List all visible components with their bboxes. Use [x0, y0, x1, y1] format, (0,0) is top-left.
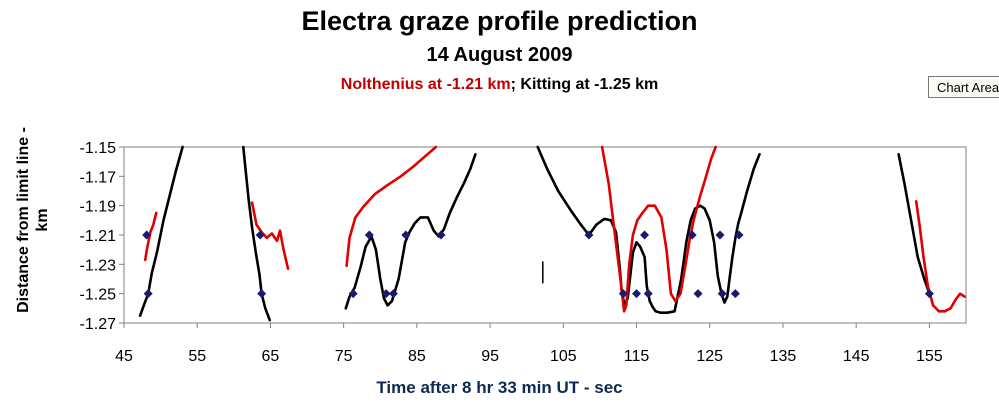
black-profile-line-1: [242, 145, 272, 322]
observers-line: Nolthenius at -1.21 km; Kitting at -1.25…: [0, 76, 999, 94]
y-tick-label: -1.19: [80, 199, 117, 216]
data-point-marker: [381, 289, 391, 299]
x-tick-label: 85: [408, 348, 426, 365]
x-tick-label: 75: [335, 348, 353, 365]
data-point-marker: [693, 289, 703, 299]
data-point-marker: [364, 230, 374, 240]
x-tick-label: 55: [188, 348, 206, 365]
y-tick-label: -1.15: [80, 140, 117, 157]
y-tick-label: -1.27: [80, 316, 117, 333]
data-point-marker: [436, 230, 446, 240]
chart-title: Electra graze profile prediction: [301, 6, 698, 36]
black-profile-line-2: [344, 153, 477, 310]
black-profile-line-0: [138, 145, 184, 318]
data-point-marker: [687, 230, 697, 240]
data-point-marker: [257, 289, 267, 299]
data-point-marker: [584, 230, 594, 240]
red-profile-line-8: [600, 145, 717, 313]
y-tick-label: -1.23: [80, 257, 117, 274]
x-tick-label: 135: [770, 348, 797, 365]
y-tick-label: -1.21: [80, 228, 117, 245]
data-point-marker: [640, 230, 650, 240]
black-profile-line-3: [536, 145, 761, 315]
data-point-marker: [348, 289, 358, 299]
x-tick-label: 155: [916, 348, 943, 365]
data-point-marker: [717, 289, 727, 299]
y-tick-label: -1.25: [80, 287, 117, 304]
data-point-marker: [618, 289, 628, 299]
chart-subtitle: 14 August 2009: [426, 44, 573, 66]
data-point-marker: [142, 230, 152, 240]
red-profile-line-5: [143, 211, 158, 262]
data-point-marker: [401, 230, 411, 240]
x-axis-label: Time after 8 hr 33 min UT - sec: [376, 378, 623, 397]
red-profile-line-7: [345, 145, 438, 268]
data-point-marker: [388, 289, 398, 299]
data-point-marker: [143, 289, 153, 299]
observer-kitting: Kitting at -1.25 km: [520, 76, 659, 93]
x-tick-label: 45: [115, 348, 133, 365]
black-profile-line-4: [897, 153, 931, 296]
plot-area: [123, 146, 967, 324]
x-tick-label: 65: [262, 348, 280, 365]
data-point-marker: [643, 289, 653, 299]
chart-area-button[interactable]: Chart Area: [928, 76, 999, 98]
observer-nolthenius: Nolthenius at -1.21 km: [340, 76, 511, 93]
red-profile-line-9: [914, 200, 966, 313]
x-tick-label: 115: [624, 348, 650, 365]
x-tick-label: 125: [696, 348, 723, 365]
x-tick-label: 95: [481, 348, 499, 365]
data-point-marker: [715, 230, 725, 240]
data-point-marker: [924, 289, 934, 299]
observer-separator: ;: [510, 76, 521, 93]
data-point-marker: [734, 230, 744, 240]
data-point-marker: [255, 230, 265, 240]
data-point-marker: [632, 289, 642, 299]
x-tick-label: 105: [550, 348, 577, 365]
y-tick-label: -1.17: [80, 169, 117, 186]
x-tick-label: 145: [843, 348, 870, 365]
red-profile-line-6: [250, 201, 290, 271]
data-point-marker: [730, 289, 740, 299]
